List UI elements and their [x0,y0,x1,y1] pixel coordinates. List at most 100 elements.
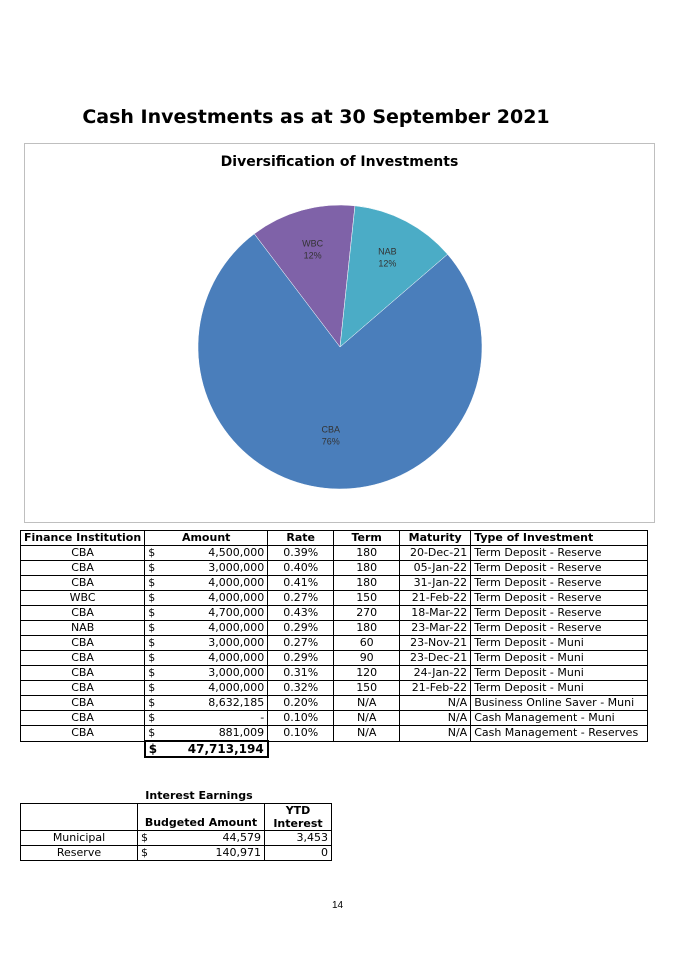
investment-row: CBA $881,009 0.10% N/A N/A Cash Management - … [19,725,649,742]
pie-label-cba: CBA [321,425,340,435]
type-cell: Term Deposit - Muni [470,650,649,666]
term-cell: 150 [333,680,401,696]
pie-slice-cba [197,233,483,490]
interest-header-row: Budgeted Amount YTD Interest [20,803,332,831]
rate-cell: 0.29% [267,620,335,636]
maturity-cell: 21-Feb-22 [399,680,472,696]
institution-cell: CBA [19,695,146,711]
term-cell: 180 [333,620,401,636]
maturity-cell: 31-Jan-22 [399,575,472,591]
term-cell: 150 [333,590,401,606]
amount-cell: $4,000,000 [144,620,269,636]
budgeted-cell: $140,971 [137,845,265,861]
type-cell: Term Deposit - Muni [470,635,649,651]
rate-cell: 0.39% [267,545,335,561]
header-rate: Rate [267,530,335,546]
amount-cell: $4,000,000 [144,575,269,591]
maturity-cell: 23-Dec-21 [399,650,472,666]
interest-row: Reserve $140,971 0 [20,845,332,861]
header-term: Term [333,530,401,546]
amount-cell: $4,000,000 [144,590,269,606]
interest-row: Municipal $44,579 3,453 [20,830,332,846]
term-cell: 180 [333,575,401,591]
investment-row: CBA $4,000,000 0.29% 90 23-Dec-21 Term Deposi… [19,650,649,666]
page-number: 14 [331,900,344,911]
header-maturity: Maturity [399,530,472,546]
investment-row: CBA $ -0.10% N/A N/A Cash Management - Muni [19,710,649,726]
type-cell: Term Deposit - Reserve [470,590,649,606]
interest-header-blank [20,803,138,831]
amount-cell: $ - [144,710,269,726]
amount-cell: $4,000,000 [144,680,269,696]
pie-chart: Diversification of Investments WBC 12% NAB… [24,143,655,523]
amount-cell: $3,000,000 [144,665,269,681]
term-cell: 270 [333,605,401,621]
institution-cell: NAB [19,620,146,636]
rate-cell: 0.27% [267,590,335,606]
interest-header-budgeted: Budgeted Amount [137,803,265,831]
interest-earnings-title: Interest Earnings [145,789,253,802]
institution-cell: CBA [19,725,146,742]
pie-slice-nab [339,205,448,348]
type-cell: Term Deposit - Muni [470,680,649,696]
maturity-cell: 20-Dec-21 [399,545,472,561]
rate-cell: 0.31% [267,665,335,681]
type-cell: Cash Management - Muni [470,710,649,726]
type-cell: Term Deposit - Reserve [470,605,649,621]
amount-cell: $4,500,000 [144,545,269,561]
maturity-cell: N/A [399,725,472,742]
pie-percent-wbc: 12% [304,251,322,261]
pie-percent-cba: 76% [322,437,340,447]
amount-cell: $8,632,185 [144,695,269,711]
term-cell: N/A [333,710,401,726]
pie-percent-nab: 12% [378,258,396,268]
investments-table: Finance Institution Amount Rate Term Mat… [19,530,649,758]
investment-row: CBA $4,000,000 0.32% 150 21-Feb-22 Term Depos… [19,680,649,696]
institution-cell: WBC [19,590,146,606]
institution-cell: CBA [19,680,146,696]
type-cell: Term Deposit - Muni [470,665,649,681]
amount-cell: $4,700,000 [144,605,269,621]
maturity-cell: 24-Jan-22 [399,665,472,681]
type-cell: Term Deposit - Reserve [470,575,649,591]
rate-cell: 0.32% [267,680,335,696]
interest-label-cell: Municipal [20,830,138,846]
institution-cell: CBA [19,605,146,621]
ytd-cell: 0 [264,845,332,861]
pie-slice-wbc [253,204,356,348]
budgeted-cell: $44,579 [137,830,265,846]
amount-cell: $3,000,000 [144,635,269,651]
header-type: Type of Investment [470,530,649,546]
institution-cell: CBA [19,635,146,651]
amount-cell: $881,009 [144,725,269,742]
rate-cell: 0.40% [267,560,335,576]
header-institution: Finance Institution [19,530,146,546]
maturity-cell: 21-Feb-22 [399,590,472,606]
investment-row: CBA $3,000,000 0.40% 180 05-Jan-22 Term Depos… [19,560,649,576]
investment-row: CBA $4,700,000 0.43% 270 18-Mar-22 Term Depos… [19,605,649,621]
maturity-cell: 18-Mar-22 [399,605,472,621]
investment-row: CBA $4,000,000 0.41% 180 31-Jan-22 Term Depos… [19,575,649,591]
term-cell: N/A [333,725,401,742]
investment-row: NAB $4,000,000 0.29% 180 23-Mar-22 Term Depos… [19,620,649,636]
type-cell: Term Deposit - Reserve [470,560,649,576]
interest-table: Budgeted Amount YTD Interest Municipal $4… [20,803,332,861]
rate-cell: 0.29% [267,650,335,666]
interest-header-ytd: YTD Interest [264,803,332,831]
type-cell: Term Deposit - Reserve [470,545,649,561]
maturity-cell: 23-Mar-22 [399,620,472,636]
pie-label-nab: NAB [378,246,397,256]
investments-header-row: Finance Institution Amount Rate Term Mat… [19,530,649,546]
amount-cell: $4,000,000 [144,650,269,666]
rate-cell: 0.20% [267,695,335,711]
maturity-cell: 05-Jan-22 [399,560,472,576]
term-cell: 120 [333,665,401,681]
investment-row: CBA $8,632,185 0.20% N/A N/A Business Online … [19,695,649,711]
term-cell: 180 [333,545,401,561]
term-cell: 180 [333,560,401,576]
investment-row: CBA $4,500,000 0.39% 180 20-Dec-21 Term Depos… [19,545,649,561]
type-cell: Business Online Saver - Muni [470,695,649,711]
amount-cell: $3,000,000 [144,560,269,576]
rate-cell: 0.10% [267,725,335,742]
interest-label-cell: Reserve [20,845,138,861]
